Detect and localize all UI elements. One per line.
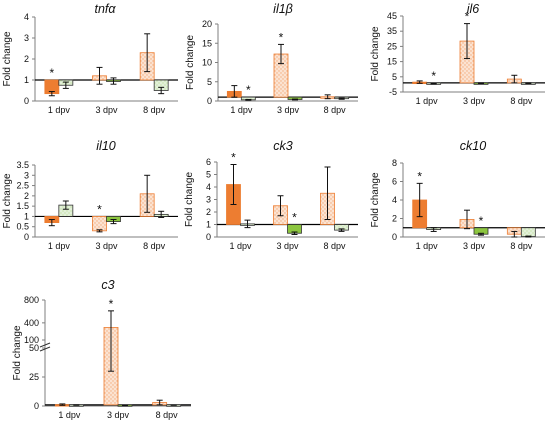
significance-asterisk: * xyxy=(109,297,114,311)
bar-green xyxy=(520,227,536,237)
y-tick-label: 4 xyxy=(392,195,397,205)
panel-title-4: ck3 xyxy=(273,139,293,153)
y-tick-label: 1 xyxy=(24,211,29,221)
panel-title-6: c3 xyxy=(101,278,114,292)
y-tick-label: 2.5 xyxy=(16,181,29,191)
y-tick-label: 6 xyxy=(392,177,397,187)
y-tick-label: 0 xyxy=(24,232,29,242)
y-tick-label: 45 xyxy=(387,11,397,21)
x-category-label: 8 dpv xyxy=(143,105,166,115)
y-tick-label: 6 xyxy=(206,157,211,167)
axis-break-mark xyxy=(39,342,51,348)
y-tick-label: 5 xyxy=(392,72,397,82)
y-tick-label: 5 xyxy=(207,77,212,87)
significance-asterisk: * xyxy=(431,69,436,83)
x-category-label: 1 dpv xyxy=(48,105,71,115)
y-tick-label: 1.5 xyxy=(16,201,29,211)
significance-asterisk: * xyxy=(465,10,470,24)
y-axis-label-2: Fold change xyxy=(370,26,381,81)
y-axis-label-3: Fold change xyxy=(2,173,13,228)
panel-title-2: il6 xyxy=(467,2,480,16)
y-tick-label: 0 xyxy=(206,232,211,242)
y-tick-label: 0 xyxy=(207,96,212,106)
y-tick-label: 2 xyxy=(392,214,397,224)
y-tick-label: 50 xyxy=(29,343,39,353)
y-tick-label: 100 xyxy=(24,335,39,345)
y-axis-label-6: Fold change xyxy=(12,325,23,380)
y-axis-label-5: Fold change xyxy=(370,172,381,227)
x-category-label: 1 dpv xyxy=(58,410,81,420)
y-tick-label: 2 xyxy=(24,54,29,64)
y-axis-label-0: Fold change xyxy=(2,31,13,86)
x-category-label: 3 dpv xyxy=(276,241,299,251)
x-category-label: 1 dpv xyxy=(416,96,439,106)
axis-break-mark xyxy=(39,346,51,352)
y-tick-label: 35 xyxy=(387,26,397,36)
y-axis-label-1: Fold change xyxy=(185,35,196,90)
significance-asterisk: * xyxy=(292,211,297,225)
y-tick-label: 400 xyxy=(24,318,39,328)
significance-asterisk: * xyxy=(479,214,484,228)
y-tick-label: 0 xyxy=(392,232,397,242)
x-category-label: 1 dpv xyxy=(229,241,252,251)
y-tick-label: 1 xyxy=(24,75,29,85)
x-category-label: 3 dpv xyxy=(95,241,118,251)
y-tick-label: 0.5 xyxy=(16,222,29,232)
significance-asterisk: * xyxy=(246,83,251,97)
y-tick-label: 1 xyxy=(206,220,211,230)
y-tick-label: 10 xyxy=(202,58,212,68)
x-category-label: 8 dpv xyxy=(324,105,347,115)
y-tick-label: 15 xyxy=(387,57,397,67)
y-tick-label: 15 xyxy=(202,38,212,48)
x-category-label: 8 dpv xyxy=(323,241,346,251)
y-tick-label: 3 xyxy=(206,195,211,205)
x-category-label: 3 dpv xyxy=(107,410,130,420)
y-tick-label: -5 xyxy=(389,87,397,97)
y-tick-label: 800 xyxy=(24,295,39,305)
significance-asterisk: * xyxy=(279,30,284,44)
panel-title-3: il10 xyxy=(96,139,116,153)
significance-asterisk: * xyxy=(49,66,54,80)
panel-title-1: il1β xyxy=(273,2,293,16)
x-category-label: 1 dpv xyxy=(416,241,439,251)
y-tick-label: 2 xyxy=(24,191,29,201)
y-tick-label: 2 xyxy=(206,207,211,217)
x-category-label: 1 dpv xyxy=(230,105,253,115)
y-tick-label: 5 xyxy=(206,170,211,180)
significance-asterisk: * xyxy=(97,202,102,216)
x-category-label: 1 dpv xyxy=(48,241,71,251)
y-tick-label: 20 xyxy=(202,19,212,29)
x-category-label: 3 dpv xyxy=(277,105,300,115)
y-tick-label: 25 xyxy=(387,41,397,51)
significance-asterisk: * xyxy=(417,169,422,183)
y-tick-label: 8 xyxy=(392,158,397,168)
x-category-label: 8 dpv xyxy=(143,241,166,251)
y-tick-label: 25 xyxy=(29,372,39,382)
y-tick-label: 4 xyxy=(24,12,29,22)
bar-orange xyxy=(92,216,107,232)
x-category-label: 3 dpv xyxy=(95,105,118,115)
x-category-label: 8 dpv xyxy=(510,241,533,251)
x-category-label: 8 dpv xyxy=(156,410,179,420)
x-category-label: 8 dpv xyxy=(510,96,533,106)
y-tick-label: 4 xyxy=(206,182,211,192)
significance-asterisk: * xyxy=(231,151,236,165)
y-axis-label-4: Fold change xyxy=(184,172,195,227)
y-tick-label: 3.5 xyxy=(16,160,29,170)
panel-title-5: ck10 xyxy=(460,139,486,153)
panel-title-0: tnfα xyxy=(94,2,116,16)
y-tick-label: 0 xyxy=(24,96,29,106)
x-category-label: 3 dpv xyxy=(463,96,486,106)
y-tick-label: 0 xyxy=(34,401,39,411)
y-tick-label: 3 xyxy=(24,33,29,43)
x-category-label: 3 dpv xyxy=(463,241,486,251)
y-tick-label: 3 xyxy=(24,170,29,180)
